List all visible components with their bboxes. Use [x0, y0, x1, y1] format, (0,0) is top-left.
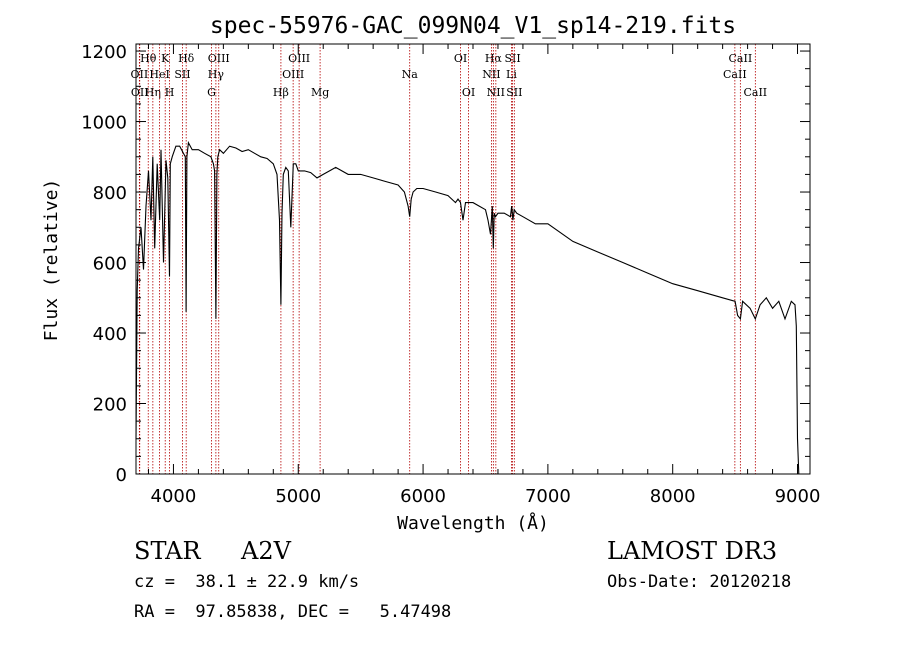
line-label: CaII: [743, 86, 767, 99]
y-tick-label: 1000: [81, 113, 127, 134]
line-label: SII: [506, 86, 522, 99]
line-label: H: [165, 86, 175, 99]
line-label: OII: [131, 86, 149, 99]
line-label: NII: [482, 68, 500, 81]
x-tick-label: 9000: [775, 486, 821, 507]
line-label: Hγ: [208, 68, 225, 81]
line-label: K: [161, 52, 170, 65]
spectrum-chart: spec-55976-GAC_099N04_V1_sp14-219.fits Hθ…: [41, 13, 821, 534]
y-tick-label: 400: [93, 324, 127, 345]
line-label: G: [207, 86, 216, 99]
line-label: Mg: [311, 86, 329, 99]
line-label: HeI: [149, 68, 169, 81]
x-axis-label: Wavelength (Å): [397, 512, 549, 534]
line-label: NII: [487, 86, 505, 99]
line-label: CaII: [729, 52, 753, 65]
x-tick-label: 6000: [400, 486, 446, 507]
line-label: Hα: [485, 52, 503, 65]
x-tick-label: 5000: [275, 486, 321, 507]
line-label: OI: [462, 86, 475, 99]
line-label: SII: [174, 68, 190, 81]
line-label: Hθ: [140, 52, 157, 65]
survey-name: LAMOST DR3: [607, 537, 778, 565]
y-tick-label: 800: [93, 183, 127, 204]
spectral-subclass: A2V: [241, 537, 291, 565]
x-tick-label: 7000: [525, 486, 571, 507]
y-tick-label: 1200: [81, 42, 127, 63]
sky-coordinates: RA = 97.85838, DEC = 5.47498: [134, 602, 452, 622]
y-tick-label: 200: [93, 395, 127, 416]
observation-date: Obs-Date: 20120218: [607, 572, 792, 592]
line-label: Hη: [145, 86, 161, 99]
chart-title: spec-55976-GAC_099N04_V1_sp14-219.fits: [210, 13, 736, 39]
y-tick-label: 0: [116, 465, 127, 486]
line-label: Na: [402, 68, 419, 81]
line-label: OIII: [282, 68, 304, 81]
x-tick-label: 8000: [650, 486, 696, 507]
line-label: SII: [504, 52, 520, 65]
line-label: OI: [454, 52, 467, 65]
y-tick-label: 600: [93, 254, 127, 275]
line-label: OIII: [208, 52, 230, 65]
line-label: Hβ: [273, 86, 289, 99]
object-class: STAR: [134, 537, 201, 565]
plot-frame: [135, 43, 811, 475]
line-label: Li: [506, 68, 517, 81]
line-label: CaII: [723, 68, 747, 81]
line-label: Hδ: [178, 52, 195, 65]
redshift-velocity: cz = 38.1 ± 22.9 km/s: [134, 572, 360, 592]
x-tick-label: 4000: [151, 486, 197, 507]
y-axis-label: Flux (relative): [41, 179, 62, 342]
line-label: OIII: [288, 52, 310, 65]
spectrum-line: [135, 140, 800, 475]
